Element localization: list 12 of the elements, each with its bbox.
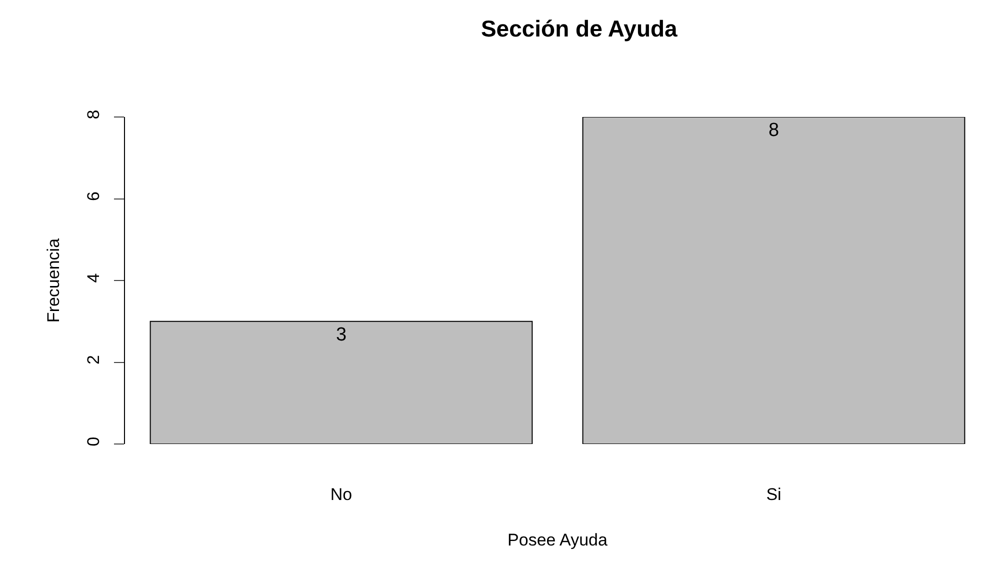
data-label: 8	[768, 120, 780, 141]
y-tick-label: 4	[84, 273, 104, 283]
y-axis-title: Frecuencia	[44, 238, 63, 323]
y-tick-label: 2	[84, 354, 104, 364]
y-tick-label: 6	[84, 191, 104, 201]
x-tick-label: No	[330, 485, 352, 504]
chart-title: Sección de Ayuda	[480, 15, 678, 42]
data-label: 3	[336, 324, 347, 346]
x-axis-title: Posee Ayuda	[508, 530, 608, 550]
x-tick-label: Si	[766, 485, 782, 504]
y-tick-label: 0	[84, 436, 104, 446]
y-tick-label: 8	[84, 110, 104, 120]
